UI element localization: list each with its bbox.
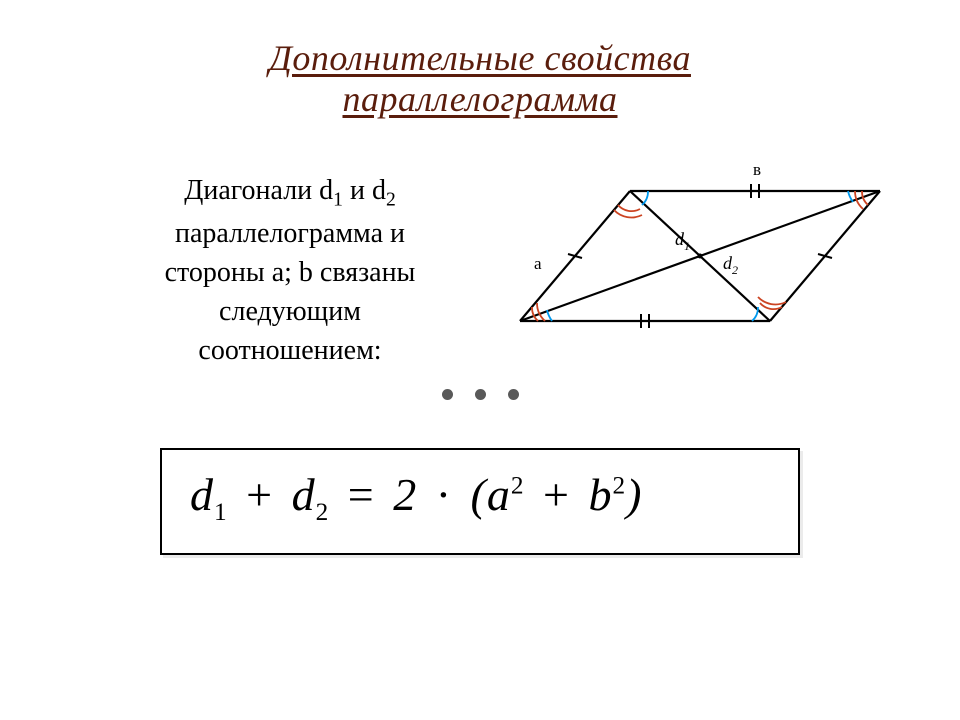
- label-left: a: [534, 254, 542, 273]
- t-l5: соотношением:: [198, 335, 381, 366]
- description-text: Диагонали d1 и d2 параллелограмма и стор…: [80, 151, 500, 371]
- t-s2: 2: [386, 189, 396, 210]
- f-eq: =: [342, 469, 381, 520]
- formula: d1 + d2 = 2 · (a2 + b2): [190, 468, 770, 527]
- slide-title: Дополнительные свойства параллелограмма: [0, 0, 960, 121]
- content-row: Диагонали d1 и d2 параллелограмма и стор…: [0, 151, 960, 371]
- f-b: b: [588, 469, 612, 520]
- f-two: 2: [393, 469, 417, 520]
- label-top: в: [753, 160, 761, 179]
- f-s1: 1: [214, 498, 228, 526]
- f-b2: 2: [612, 471, 626, 499]
- dot: [475, 389, 486, 400]
- t-l4: следующим: [219, 296, 361, 327]
- dot: [442, 389, 453, 400]
- f-dot: ·: [430, 469, 458, 520]
- dot: [508, 389, 519, 400]
- f-lp: (: [471, 469, 487, 520]
- t-s1: 1: [333, 189, 343, 210]
- parallelogram-diagram: в a d1 d2: [500, 151, 900, 371]
- f-plus: +: [240, 469, 279, 520]
- t-l3: стороны a; b связаны: [165, 257, 416, 288]
- diagram-svg: в a d1 d2: [500, 151, 920, 361]
- f-s2: 2: [316, 498, 330, 526]
- f-d1: d: [190, 469, 214, 520]
- f-a2: 2: [511, 471, 525, 499]
- label-d2: d2: [723, 253, 738, 277]
- f-plus2: +: [537, 469, 576, 520]
- label-d1: d1: [675, 229, 690, 253]
- t-l1a: Диагонали d: [184, 175, 333, 206]
- title-line-2: параллелограмма: [0, 79, 960, 120]
- f-a: a: [487, 469, 511, 520]
- t-l1b: и d: [343, 175, 386, 206]
- f-d2: d: [292, 469, 316, 520]
- ellipsis-dots: [0, 389, 960, 400]
- f-rp: ): [626, 469, 642, 520]
- title-line-1: Дополнительные свойства: [0, 38, 960, 79]
- formula-box: d1 + d2 = 2 · (a2 + b2): [160, 448, 800, 555]
- t-l2: параллелограмма и: [175, 218, 405, 249]
